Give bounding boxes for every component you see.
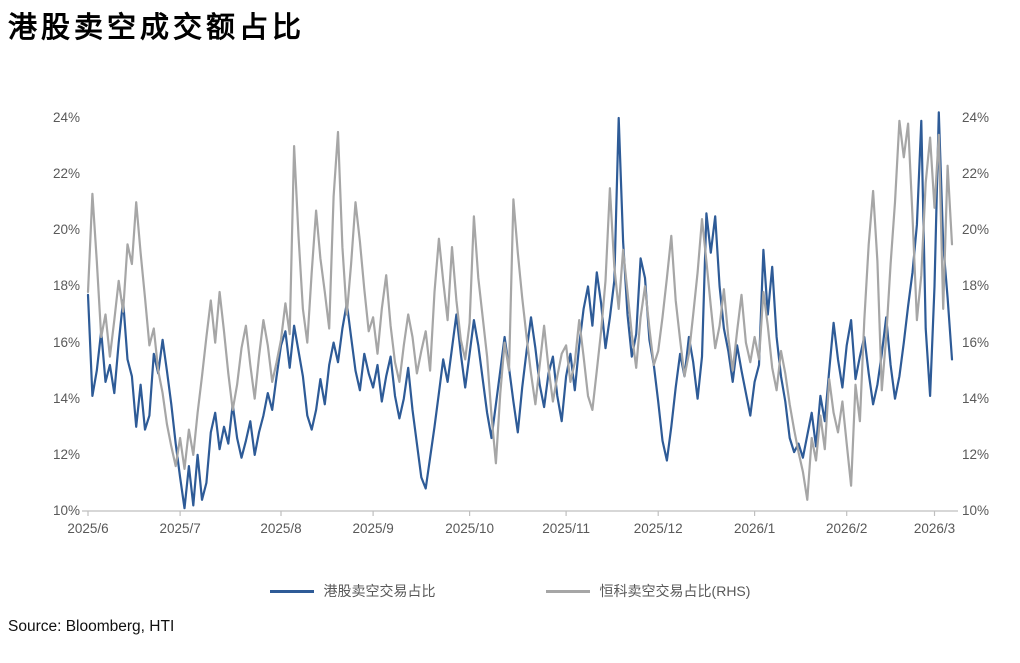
legend-line-gray-icon bbox=[545, 589, 590, 593]
y-axis-left-label: 12% bbox=[52, 446, 80, 462]
source-note: Source: Bloomberg, HTI bbox=[8, 618, 175, 635]
legend-line-blue-icon bbox=[269, 589, 314, 593]
x-axis-label: 2025/8 bbox=[260, 521, 302, 536]
legend-label-hk-short-ratio: 港股卖空交易占比 bbox=[323, 583, 436, 599]
series-line-0 bbox=[86, 111, 954, 510]
x-axis-label: 2026/2 bbox=[826, 521, 868, 536]
y-axis-left-label: 20% bbox=[52, 222, 80, 238]
legend-item-htech-short-ratio: 恒科卖空交易占比(RHS) bbox=[545, 581, 751, 601]
y-axis-left-label: 10% bbox=[52, 503, 80, 518]
y-axis-left-label: 16% bbox=[52, 334, 80, 350]
y-axis-right-label: 20% bbox=[962, 222, 990, 238]
series-line-1 bbox=[86, 119, 954, 501]
legend-label-htech-short-ratio: 恒科卖空交易占比(RHS) bbox=[599, 583, 751, 599]
y-axis-left-label: 24% bbox=[52, 110, 80, 125]
y-axis-right-label: 24% bbox=[962, 110, 990, 125]
x-axis-label: 2026/3 bbox=[913, 521, 956, 536]
y-axis-right-label: 12% bbox=[962, 446, 990, 462]
x-axis-label: 2025/12 bbox=[633, 521, 683, 536]
x-axis-label: 2025/7 bbox=[159, 521, 201, 536]
x-axis-label: 2025/10 bbox=[445, 521, 494, 536]
legend-item-hk-short-ratio: 港股卖空交易占比 bbox=[269, 581, 436, 601]
y-axis-right-label: 18% bbox=[962, 278, 990, 294]
x-axis-label: 2025/11 bbox=[542, 521, 590, 536]
y-axis-right-label: 10% bbox=[962, 503, 990, 518]
chart-title: 港股卖空成交额占比 bbox=[8, 10, 306, 44]
chart-legend: 港股卖空交易占比 恒科卖空交易占比(RHS) bbox=[0, 581, 1020, 601]
x-axis-label: 2025/6 bbox=[67, 521, 109, 536]
y-axis-right-label: 16% bbox=[962, 334, 990, 350]
y-axis-left-label: 14% bbox=[52, 390, 80, 406]
x-axis-label: 2025/9 bbox=[352, 521, 394, 536]
y-axis-right-label: 14% bbox=[962, 390, 990, 406]
y-axis-left-label: 22% bbox=[52, 166, 80, 182]
x-axis-label: 2026/1 bbox=[733, 521, 776, 536]
y-axis-right-label: 22% bbox=[962, 166, 990, 182]
y-axis-left-label: 18% bbox=[52, 278, 80, 294]
